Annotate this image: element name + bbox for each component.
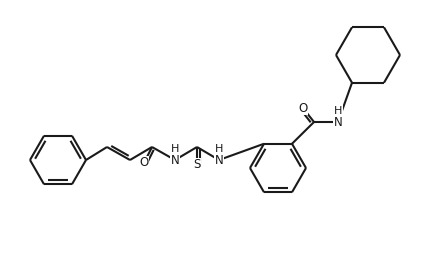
Text: H: H — [171, 144, 179, 154]
Text: O: O — [139, 157, 149, 169]
Text: H: H — [215, 144, 223, 154]
Text: N: N — [215, 154, 223, 166]
Text: H: H — [334, 106, 342, 116]
Text: O: O — [298, 102, 308, 114]
Text: N: N — [170, 154, 179, 166]
Text: S: S — [193, 158, 201, 172]
Text: N: N — [334, 116, 342, 128]
